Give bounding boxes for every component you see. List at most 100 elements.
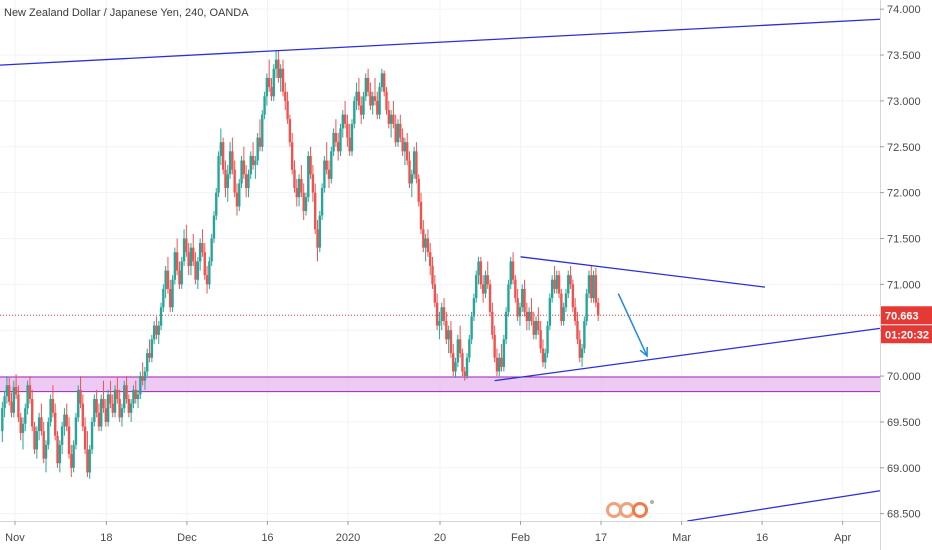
candle-body xyxy=(254,160,257,166)
candle xyxy=(148,339,151,363)
candle-body xyxy=(265,77,269,97)
candle xyxy=(281,59,285,97)
candle-body xyxy=(394,123,397,143)
candle-body xyxy=(5,385,9,397)
x-tick-label: 18 xyxy=(100,532,112,544)
candle xyxy=(564,288,568,312)
candle xyxy=(468,334,471,363)
candle-body xyxy=(332,133,335,152)
candle xyxy=(102,380,105,413)
candle xyxy=(394,114,397,147)
candle-body xyxy=(401,137,404,152)
candle-body xyxy=(578,339,581,358)
candle-body xyxy=(406,142,409,161)
x-tick-label: 16 xyxy=(261,532,273,544)
candle-body xyxy=(330,151,333,179)
candle xyxy=(247,169,250,198)
candle-body xyxy=(514,279,517,299)
candle-body xyxy=(159,307,163,326)
candle xyxy=(553,266,556,294)
candle-body xyxy=(88,449,91,473)
candle xyxy=(79,376,82,409)
candle-body xyxy=(49,399,52,422)
candle-body xyxy=(302,192,305,211)
candle xyxy=(31,389,34,432)
candle-body xyxy=(240,160,243,184)
candle-body xyxy=(152,325,156,340)
candle xyxy=(360,96,363,124)
candle xyxy=(399,114,402,143)
candle-body xyxy=(360,105,363,115)
candle-body xyxy=(44,444,48,459)
candle-body xyxy=(323,160,326,189)
countdown-label: 01:20:32 xyxy=(885,329,929,341)
candle-body xyxy=(304,197,308,211)
candle xyxy=(320,183,324,221)
candle xyxy=(201,229,204,257)
candle-body xyxy=(10,401,13,413)
candle xyxy=(433,275,437,308)
candle-body xyxy=(486,275,489,285)
candle xyxy=(511,252,515,285)
candle-body xyxy=(143,371,147,381)
candle xyxy=(449,321,453,358)
candle-body xyxy=(54,412,57,436)
candle xyxy=(180,256,183,289)
candle xyxy=(316,220,319,262)
candle xyxy=(171,275,174,312)
candle-body xyxy=(318,215,321,248)
candle-body xyxy=(198,243,202,262)
candle-body xyxy=(175,252,179,271)
candle-body xyxy=(106,394,110,422)
candle xyxy=(60,421,64,455)
candle xyxy=(12,380,16,418)
candle xyxy=(410,169,414,198)
candle-body xyxy=(518,307,522,317)
candle xyxy=(189,243,193,276)
candle-body xyxy=(550,279,554,299)
candle xyxy=(136,389,140,409)
candle-body xyxy=(350,123,354,152)
candle xyxy=(396,119,400,147)
candle-body xyxy=(454,362,457,372)
candle xyxy=(534,316,538,340)
candle-body xyxy=(136,394,140,400)
candle xyxy=(530,298,533,326)
candle xyxy=(472,293,476,322)
candle-body xyxy=(129,403,133,413)
candle xyxy=(263,91,266,120)
candle-body xyxy=(585,293,588,322)
candle-body xyxy=(178,270,181,285)
candle xyxy=(65,403,68,432)
candle xyxy=(300,165,303,198)
candle-body xyxy=(313,192,317,230)
last-price-label: 70.663 xyxy=(885,310,919,322)
candle-body xyxy=(233,169,236,193)
candle-body xyxy=(58,444,62,464)
candle xyxy=(182,229,186,267)
candle xyxy=(341,110,344,138)
watermark-ring xyxy=(632,502,648,518)
candle xyxy=(426,229,430,257)
candle xyxy=(88,444,91,479)
candle-body xyxy=(228,151,232,175)
candle-body xyxy=(410,174,414,184)
candle-body xyxy=(33,426,36,450)
candle-body xyxy=(113,389,117,413)
candle-body xyxy=(463,371,466,377)
candle-body xyxy=(364,77,368,97)
candle xyxy=(205,266,209,294)
candle xyxy=(134,380,137,404)
candle xyxy=(86,431,89,477)
candle-body xyxy=(166,270,170,289)
candle xyxy=(231,137,234,175)
candle xyxy=(403,137,407,166)
candle-body xyxy=(100,399,103,427)
candle xyxy=(169,279,172,312)
candle xyxy=(580,343,584,367)
candle-body xyxy=(150,339,154,358)
candle-body xyxy=(37,417,41,432)
candle-body xyxy=(539,330,542,349)
candle-body xyxy=(79,389,82,404)
